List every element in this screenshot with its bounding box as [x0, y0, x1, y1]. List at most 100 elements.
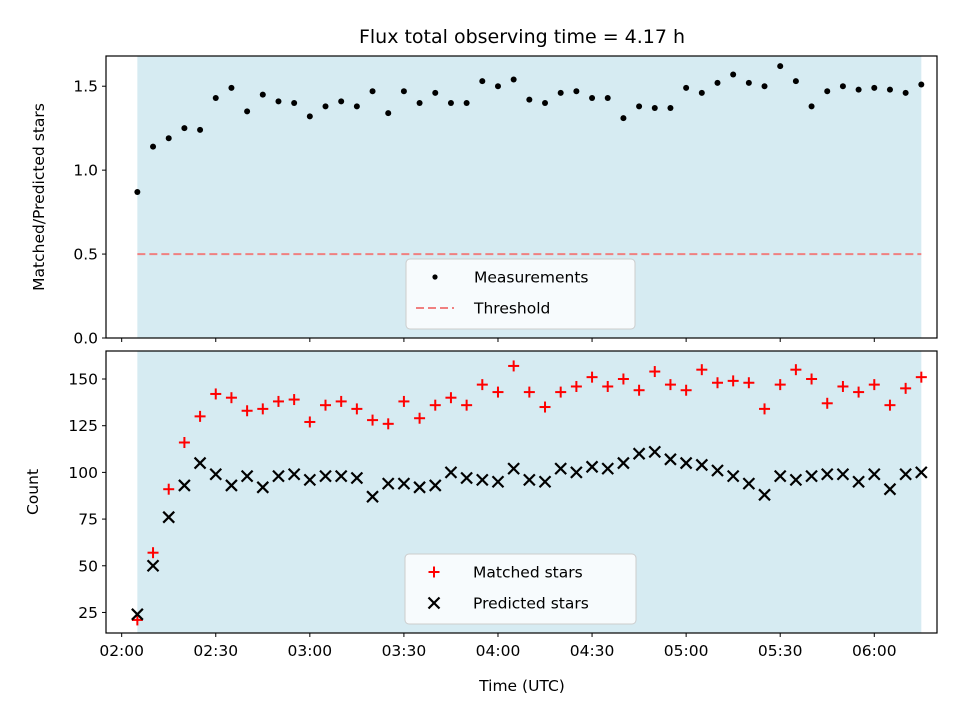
predicted-star-marker [240, 469, 254, 483]
marker-stroke [538, 475, 552, 489]
marker-stroke [460, 471, 473, 485]
marker-stroke [178, 479, 191, 492]
marker-stroke [507, 462, 520, 475]
matched-star-marker [790, 364, 802, 376]
matched-star-marker [696, 364, 708, 376]
axes-frame [105, 350, 938, 634]
matched-star-marker [649, 366, 661, 378]
legend-box [404, 553, 637, 625]
marker-stroke [726, 469, 740, 483]
measurement-point [839, 83, 846, 90]
predicted-star-marker [381, 477, 395, 490]
matched-star-marker [367, 414, 379, 426]
measurement-point [165, 135, 172, 142]
measurement-point [338, 98, 345, 105]
marker-stroke [852, 475, 865, 489]
measurement-point [416, 100, 423, 106]
predicted-star-marker [256, 481, 270, 494]
matched-star-marker [633, 384, 645, 396]
count-panel: 25 50 75 100 125 150 02:00 02:30 03:00 03:30 04:00… [24, 350, 938, 660]
predicted-star-marker [397, 477, 411, 490]
predicted-star-marker [601, 462, 615, 475]
measurement-point [244, 108, 251, 115]
matched-star-marker [225, 392, 237, 404]
matched-star-marker [257, 403, 269, 415]
measurement-point [604, 94, 611, 101]
matched-star-marker [586, 371, 598, 383]
measurement-point [432, 89, 439, 96]
matched-star-marker [617, 373, 629, 385]
measurement-point [447, 100, 454, 106]
measurement-point [824, 88, 831, 95]
matched-star-marker [335, 395, 347, 407]
legend-box [405, 258, 636, 330]
predicted-star-marker [570, 466, 583, 479]
marker-stroke [617, 456, 630, 470]
measurement-point [745, 79, 752, 86]
legend-label: Measurements [474, 269, 589, 287]
measurement-point [306, 113, 313, 120]
predicted-star-marker [554, 462, 567, 475]
predicted-star-marker [585, 460, 599, 474]
measurement-point [886, 86, 893, 93]
predicted-star-marker [836, 467, 850, 481]
predicted-star-marker [287, 467, 301, 481]
measurement-point [636, 103, 643, 110]
matched-star-marker [476, 379, 488, 391]
predicted-star-marker [334, 469, 348, 483]
legend-key-predicted [427, 596, 441, 610]
marker-stroke [664, 453, 677, 466]
marker-stroke [146, 559, 160, 573]
matched-star-marker [837, 380, 849, 392]
marker-stroke [272, 469, 285, 483]
matched-star-marker [241, 405, 253, 417]
x-tick-label: 05:30 [758, 642, 803, 660]
measurement-point [197, 126, 204, 133]
predicted-star-marker [758, 488, 771, 502]
predicted-star-marker [507, 462, 520, 475]
predicted-star-marker [272, 469, 285, 483]
matched-star-marker [320, 399, 332, 411]
matched-star-marker [429, 399, 441, 411]
predicted-star-marker [538, 475, 552, 489]
marker-stroke [444, 466, 458, 479]
matched-star-marker [555, 386, 567, 398]
marker-stroke [585, 460, 599, 474]
predicted-star-marker [209, 467, 223, 481]
predicted-star-marker [899, 467, 912, 481]
predicted-star-marker [883, 482, 897, 496]
x-tick-label: 06:00 [852, 642, 897, 660]
matched-star-marker [163, 483, 175, 495]
marker-stroke [303, 473, 317, 487]
measurement-point [322, 103, 329, 110]
matched-star-marker [759, 403, 771, 415]
y-tick-label: 1.0 [73, 162, 98, 180]
matched-star-marker [398, 395, 410, 407]
x-tick-label: 03:00 [287, 642, 332, 660]
measurement-point [291, 100, 298, 106]
matched-star-marker [523, 386, 535, 398]
marker-stroke [554, 462, 567, 475]
marker-stroke [256, 481, 270, 494]
marker-stroke [679, 456, 693, 470]
predicted-star-marker [726, 469, 740, 483]
measurement-point [400, 88, 407, 95]
marker-stroke [711, 464, 724, 477]
predicted-star-marker [617, 456, 630, 470]
y-tick-label: 0.5 [73, 246, 98, 264]
marker-stroke [805, 469, 818, 483]
y-tick-label: 100 [68, 464, 98, 482]
y-tick-label: 0.0 [73, 330, 98, 348]
predicted-star-marker [632, 447, 646, 460]
predicted-star-marker [820, 467, 834, 481]
matched-star-marker [351, 403, 363, 415]
matched-star-marker [884, 399, 896, 411]
measurement-point [902, 89, 909, 96]
measurement-point [228, 84, 235, 91]
measurement-point [667, 105, 674, 112]
marker-stroke [773, 469, 787, 483]
measurement-point [385, 110, 392, 117]
y-tick-label: 1.5 [73, 78, 98, 96]
measurement-point [369, 88, 376, 95]
